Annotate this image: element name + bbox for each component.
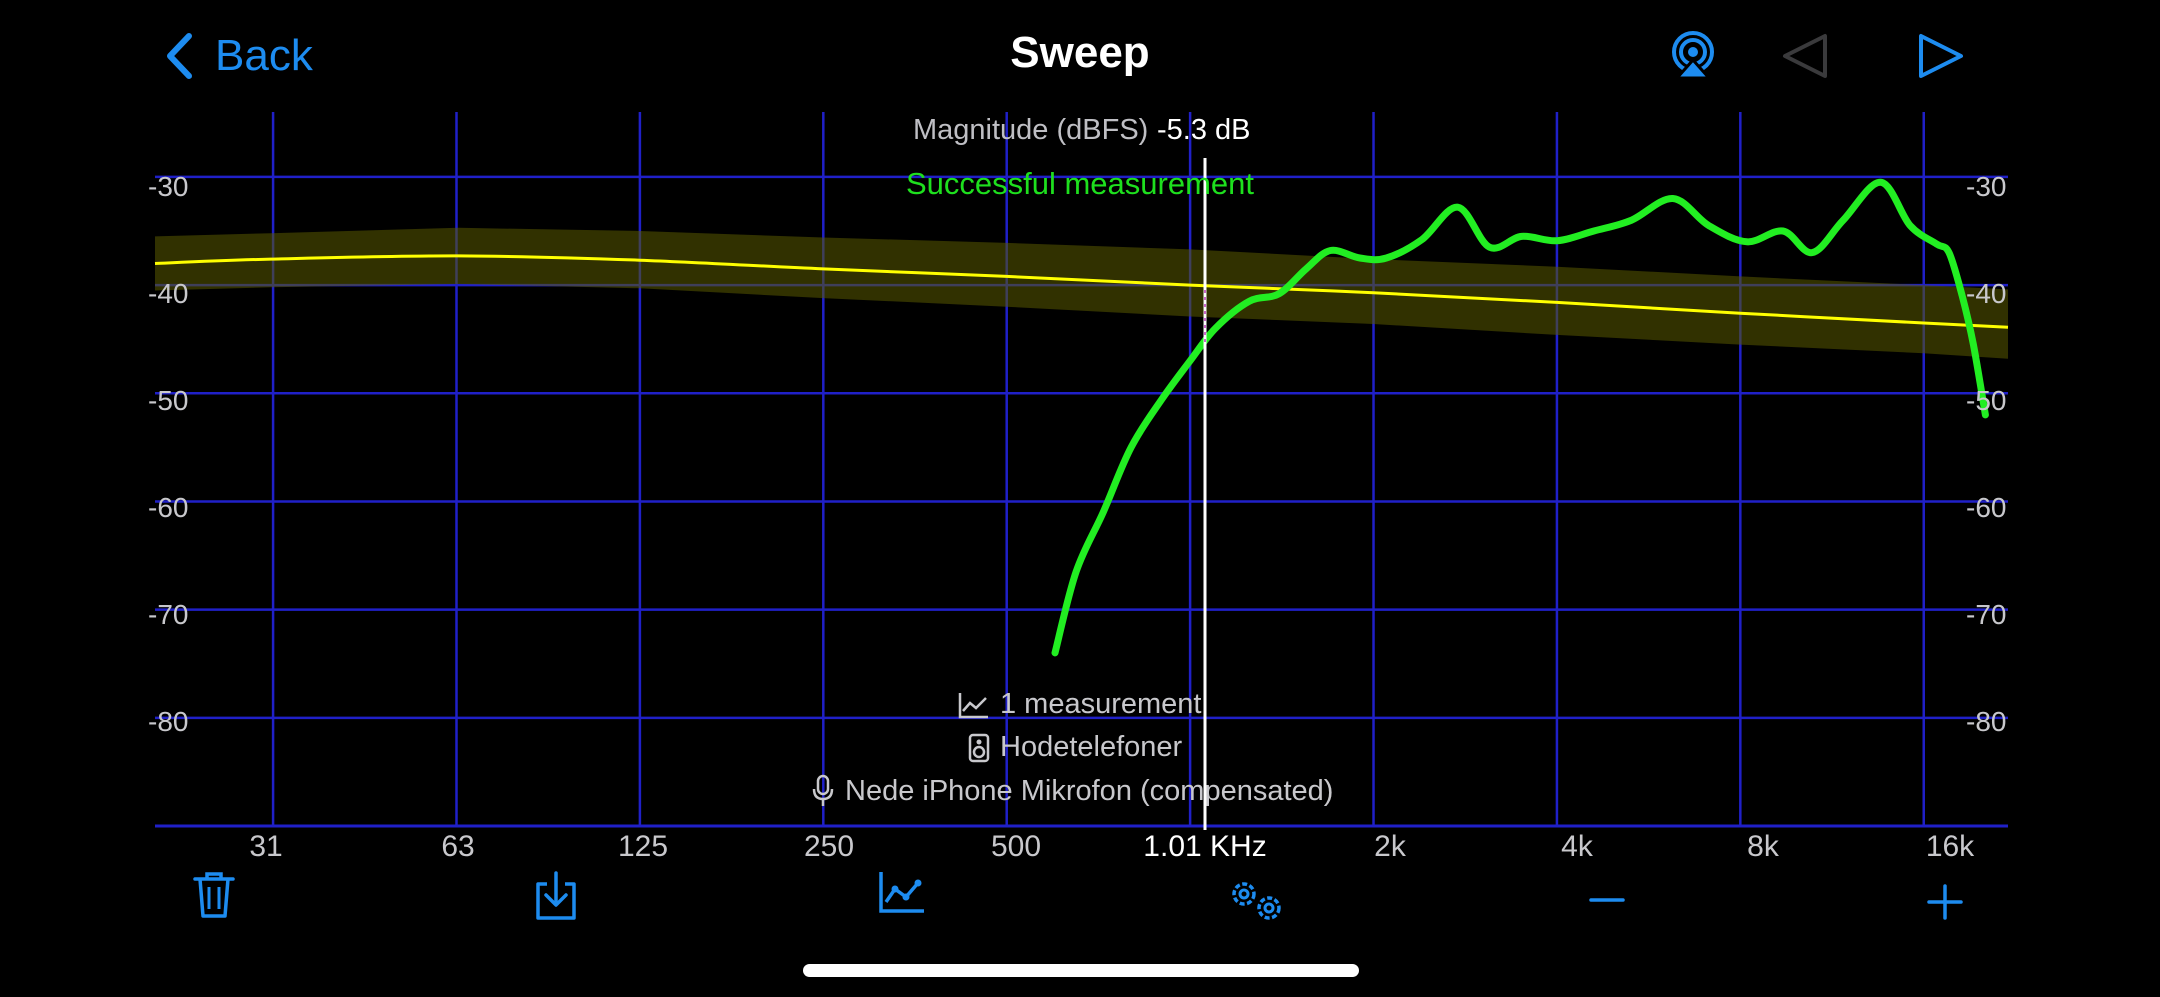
- x-tick-label: 500: [990, 830, 1042, 863]
- status-message: Successful measurement: [905, 166, 1255, 201]
- back-label: Back: [215, 31, 313, 80]
- y-tick-label: -40: [148, 278, 189, 309]
- back-button[interactable]: Back: [165, 28, 313, 84]
- input-device[interactable]: Nede iPhone Mikrofon (compensated): [811, 774, 1333, 808]
- output-device[interactable]: Hodetelefoner: [968, 731, 1182, 764]
- output-device-label: Hodetelefoner: [1000, 731, 1183, 763]
- triangle-left-icon[interactable]: [1781, 32, 1829, 80]
- y-tick-label-right: -70: [1966, 599, 2007, 630]
- x-tick-label: 125: [617, 830, 669, 863]
- reference-line: [154, 254, 2009, 329]
- y-tick-label-right: -30: [1966, 171, 2007, 202]
- x-tick-label: 63: [441, 830, 475, 863]
- chart-line-icon: [958, 692, 988, 718]
- measurement-count-label: 1 measurement: [1000, 688, 1202, 720]
- minus-icon[interactable]: [1589, 888, 1625, 912]
- download-icon[interactable]: [533, 870, 579, 922]
- y-tick-label-right: -40: [1966, 278, 2007, 309]
- x-tick-label: 250: [803, 830, 855, 863]
- y-tick-label: -80: [148, 706, 189, 737]
- y-tick-label-right: -60: [1966, 492, 2007, 523]
- cursor-frequency-label: 1.01 KHz: [1143, 830, 1267, 863]
- magnitude-axis-label: Magnitude (dBFS): [913, 114, 1149, 146]
- y-tick-label: -30: [148, 171, 189, 202]
- speaker-icon: [968, 733, 990, 762]
- navigation-bar: Back Sweep: [0, 0, 2160, 112]
- page-title: Sweep: [1010, 28, 1150, 77]
- x-tick-label: 16k: [1925, 830, 1975, 863]
- y-tick-label: -70: [148, 599, 189, 630]
- play-icon[interactable]: [1917, 32, 1965, 80]
- x-tick-label: 2k: [1374, 830, 1406, 863]
- reference-band: [155, 227, 2008, 359]
- input-device-label: Nede iPhone Mikrofon (compensated): [845, 774, 1334, 807]
- y-tick-label: -60: [148, 492, 189, 523]
- home-indicator[interactable]: [803, 964, 1359, 977]
- cursor-value: -5.3 dB: [1157, 114, 1251, 146]
- x-tick-label: 31: [249, 830, 283, 863]
- y-tick-label-right: -50: [1966, 385, 2007, 416]
- magnitude-readout: Magnitude (dBFS) -5.3 dB: [913, 114, 1251, 147]
- x-tick-label: 8k: [1747, 830, 1779, 863]
- measurement-count[interactable]: 1 measurement: [958, 688, 1202, 721]
- chart-icon[interactable]: [878, 870, 926, 914]
- x-tick-label: 4k: [1561, 830, 1593, 863]
- settings-gears-icon[interactable]: [1226, 876, 1288, 924]
- microphone-icon: [812, 774, 834, 806]
- y-tick-label-right: -80: [1966, 706, 2007, 737]
- chevron-left-icon: [167, 33, 192, 79]
- trash-icon[interactable]: [192, 870, 236, 920]
- airplay-icon[interactable]: [1668, 30, 1718, 80]
- measurement-line: [1051, 178, 1989, 657]
- plus-icon[interactable]: [1927, 884, 1963, 920]
- y-tick-label: -50: [148, 385, 189, 416]
